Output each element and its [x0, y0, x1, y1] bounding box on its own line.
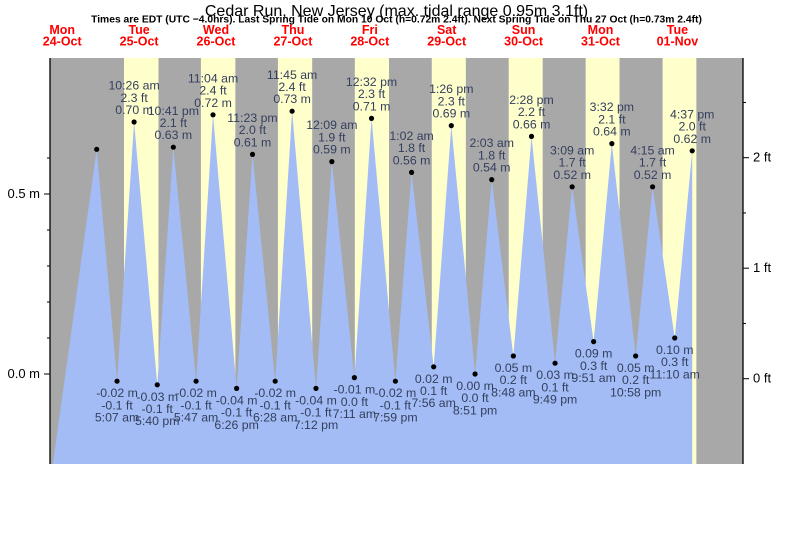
svg-text:2.4 ft: 2.4 ft: [278, 80, 306, 94]
svg-text:2.2 ft: 2.2 ft: [518, 105, 546, 119]
svg-text:0.71 m: 0.71 m: [353, 99, 391, 113]
svg-text:01-Nov: 01-Nov: [657, 35, 699, 49]
svg-text:2.4 ft: 2.4 ft: [199, 84, 227, 98]
svg-text:2 ft: 2 ft: [753, 150, 771, 165]
svg-text:1.7 ft: 1.7 ft: [558, 156, 586, 170]
svg-text:10:58 pm: 10:58 pm: [610, 385, 661, 399]
svg-text:2.1 ft: 2.1 ft: [160, 116, 188, 130]
svg-text:0.59 m: 0.59 m: [313, 143, 351, 157]
svg-text:1.8 ft: 1.8 ft: [478, 148, 506, 162]
svg-text:7:56 am: 7:56 am: [411, 396, 455, 410]
svg-text:3:09 am: 3:09 am: [550, 143, 594, 157]
svg-text:0.62 m: 0.62 m: [673, 132, 711, 146]
svg-text:1 ft: 1 ft: [753, 260, 771, 275]
svg-text:31-Oct: 31-Oct: [581, 35, 621, 49]
svg-text:0.72 m: 0.72 m: [194, 96, 232, 110]
svg-text:2:03 am: 2:03 am: [470, 136, 514, 150]
svg-text:11:45 am: 11:45 am: [267, 68, 317, 82]
svg-text:1.9 ft: 1.9 ft: [318, 130, 346, 144]
svg-text:0.5 m: 0.5 m: [7, 186, 40, 201]
svg-text:1:02 am: 1:02 am: [389, 129, 433, 143]
svg-text:1.7 ft: 1.7 ft: [639, 156, 667, 170]
svg-text:10:41 pm: 10:41 pm: [148, 104, 199, 118]
svg-text:0.56 m: 0.56 m: [393, 153, 431, 167]
svg-text:6:28 am: 6:28 am: [253, 411, 297, 425]
svg-text:4:37 pm: 4:37 pm: [670, 107, 714, 121]
svg-text:25-Oct: 25-Oct: [120, 35, 160, 49]
svg-text:5:40 pm: 5:40 pm: [135, 414, 179, 428]
svg-text:2.0 ft: 2.0 ft: [239, 123, 267, 137]
svg-text:2.3 ft: 2.3 ft: [120, 91, 148, 105]
svg-text:9:51 am: 9:51 am: [571, 371, 615, 385]
svg-text:0.63 m: 0.63 m: [155, 128, 193, 142]
svg-text:0.69 m: 0.69 m: [433, 107, 471, 121]
svg-text:0.52 m: 0.52 m: [553, 168, 591, 182]
svg-text:5:47 am: 5:47 am: [174, 411, 218, 425]
svg-text:24-Oct: 24-Oct: [43, 35, 83, 49]
svg-text:26-Oct: 26-Oct: [197, 35, 237, 49]
svg-text:11:23 pm: 11:23 pm: [227, 111, 277, 125]
svg-text:10:26 am: 10:26 am: [108, 79, 159, 93]
svg-text:7:12 pm: 7:12 pm: [294, 418, 338, 432]
svg-text:3:32 pm: 3:32 pm: [590, 100, 634, 114]
svg-text:7:11 am: 7:11 am: [333, 407, 377, 421]
svg-text:12:09 am: 12:09 am: [306, 118, 357, 132]
svg-text:0.61 m: 0.61 m: [234, 135, 272, 149]
svg-text:0.66 m: 0.66 m: [513, 117, 551, 131]
svg-text:0.54 m: 0.54 m: [473, 161, 511, 175]
svg-text:1:26 pm: 1:26 pm: [429, 82, 473, 96]
svg-text:0 ft: 0 ft: [753, 371, 771, 386]
svg-text:8:51 pm: 8:51 pm: [453, 403, 497, 417]
svg-text:27-Oct: 27-Oct: [273, 35, 313, 49]
svg-text:1.8 ft: 1.8 ft: [398, 141, 426, 155]
svg-text:12:32 pm: 12:32 pm: [346, 75, 397, 89]
svg-text:29-Oct: 29-Oct: [427, 35, 467, 49]
svg-text:0.0 m: 0.0 m: [7, 366, 40, 381]
svg-text:0.64 m: 0.64 m: [593, 125, 631, 139]
svg-text:28-Oct: 28-Oct: [350, 35, 390, 49]
svg-text:2.3 ft: 2.3 ft: [358, 87, 386, 101]
svg-text:11:04 am: 11:04 am: [188, 71, 238, 85]
svg-text:4:15 am: 4:15 am: [630, 143, 674, 157]
svg-text:5:07 am: 5:07 am: [95, 411, 139, 425]
svg-text:0.73 m: 0.73 m: [273, 92, 311, 106]
svg-text:2.1 ft: 2.1 ft: [598, 112, 626, 126]
svg-text:2.0 ft: 2.0 ft: [679, 120, 707, 134]
svg-text:11:10 am: 11:10 am: [650, 367, 700, 381]
svg-text:30-Oct: 30-Oct: [504, 35, 544, 49]
svg-text:2.3 ft: 2.3 ft: [438, 94, 466, 108]
svg-text:0.52 m: 0.52 m: [634, 168, 672, 182]
svg-text:8:48 am: 8:48 am: [491, 385, 535, 399]
svg-text:7:59 pm: 7:59 pm: [373, 411, 417, 425]
svg-text:9:49 pm: 9:49 pm: [533, 393, 577, 407]
svg-text:2:28 pm: 2:28 pm: [509, 93, 553, 107]
